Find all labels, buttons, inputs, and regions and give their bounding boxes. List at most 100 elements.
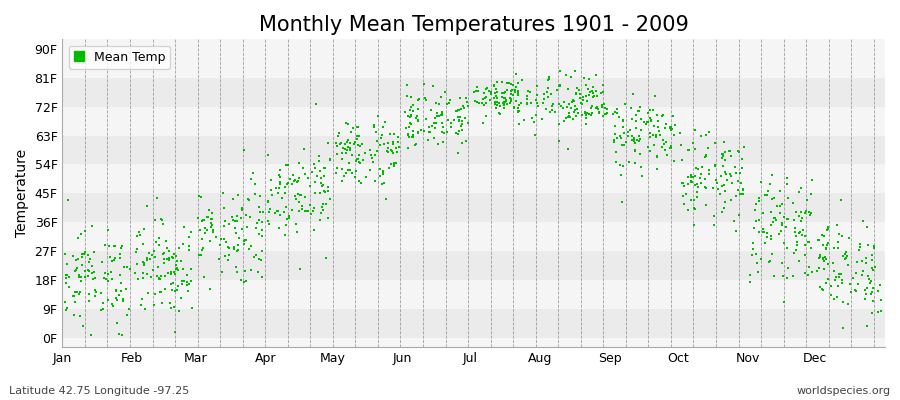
Point	[418, 97, 433, 104]
Point	[757, 228, 771, 235]
Point	[200, 227, 214, 233]
Point	[422, 129, 436, 135]
Point	[490, 98, 504, 105]
Point	[579, 114, 593, 121]
Point	[387, 163, 401, 170]
Point	[338, 172, 352, 179]
Point	[152, 276, 166, 282]
Point	[626, 138, 641, 145]
Point	[575, 101, 590, 107]
Point	[517, 117, 531, 124]
Point	[767, 272, 781, 279]
Point	[107, 257, 122, 263]
Point	[315, 182, 329, 188]
Point	[802, 239, 816, 246]
Point	[686, 173, 700, 180]
Point	[374, 181, 389, 188]
Point	[389, 145, 403, 152]
Point	[616, 124, 630, 130]
Point	[490, 95, 504, 101]
Point	[716, 163, 730, 170]
Point	[409, 115, 423, 122]
Point	[584, 105, 598, 112]
Point	[850, 288, 864, 294]
Point	[829, 274, 843, 280]
Point	[797, 242, 812, 248]
Point	[375, 171, 390, 177]
Point	[794, 185, 808, 191]
Point	[798, 210, 813, 216]
Point	[641, 144, 655, 150]
Point	[751, 268, 765, 275]
Point	[70, 264, 85, 271]
Point	[330, 143, 345, 149]
Point	[349, 136, 364, 142]
Point	[76, 323, 90, 330]
Point	[690, 166, 705, 172]
Point	[68, 268, 82, 275]
Point	[771, 231, 786, 238]
Point	[85, 262, 99, 269]
Point	[78, 228, 93, 234]
Point	[586, 94, 600, 101]
Point	[862, 280, 877, 286]
Point	[59, 274, 74, 281]
Point	[688, 173, 702, 179]
Point	[702, 166, 716, 173]
Point	[70, 256, 85, 262]
Point	[629, 111, 643, 118]
Point	[78, 268, 93, 274]
Point	[821, 224, 835, 230]
Point	[279, 204, 293, 210]
Point	[810, 268, 824, 274]
Point	[355, 141, 369, 148]
Point	[798, 208, 813, 214]
Point	[622, 158, 636, 165]
Point	[149, 239, 164, 245]
Point	[684, 197, 698, 203]
Point	[864, 291, 878, 298]
Point	[410, 118, 425, 124]
Point	[544, 107, 559, 114]
Point	[749, 250, 763, 257]
Point	[819, 246, 833, 252]
Point	[794, 218, 808, 224]
Point	[459, 94, 473, 101]
Point	[530, 103, 544, 109]
Point	[152, 235, 166, 241]
Point	[273, 174, 287, 180]
Point	[335, 166, 349, 172]
Point	[418, 116, 433, 122]
Point	[520, 95, 535, 102]
Point	[158, 286, 173, 292]
Point	[171, 282, 185, 289]
Point	[366, 124, 381, 130]
Point	[548, 109, 562, 116]
Point	[457, 105, 472, 111]
Point	[449, 129, 464, 136]
Point	[686, 140, 700, 146]
Text: worldspecies.org: worldspecies.org	[796, 386, 891, 396]
Point	[354, 180, 368, 186]
Point	[436, 124, 450, 130]
Point	[514, 100, 528, 107]
Point	[400, 93, 414, 99]
Point	[177, 224, 192, 230]
Point	[731, 187, 745, 194]
Point	[666, 113, 680, 119]
Point	[68, 267, 83, 274]
Point	[454, 140, 469, 146]
Point	[710, 180, 724, 186]
Point	[498, 95, 512, 102]
Point	[641, 119, 655, 126]
Point	[108, 254, 122, 261]
Point	[476, 120, 491, 126]
Point	[428, 100, 443, 106]
Point	[116, 297, 130, 304]
Point	[302, 183, 317, 189]
Point	[574, 112, 589, 118]
Point	[255, 248, 269, 254]
Point	[376, 169, 391, 176]
Point	[278, 190, 293, 196]
Point	[94, 290, 109, 296]
